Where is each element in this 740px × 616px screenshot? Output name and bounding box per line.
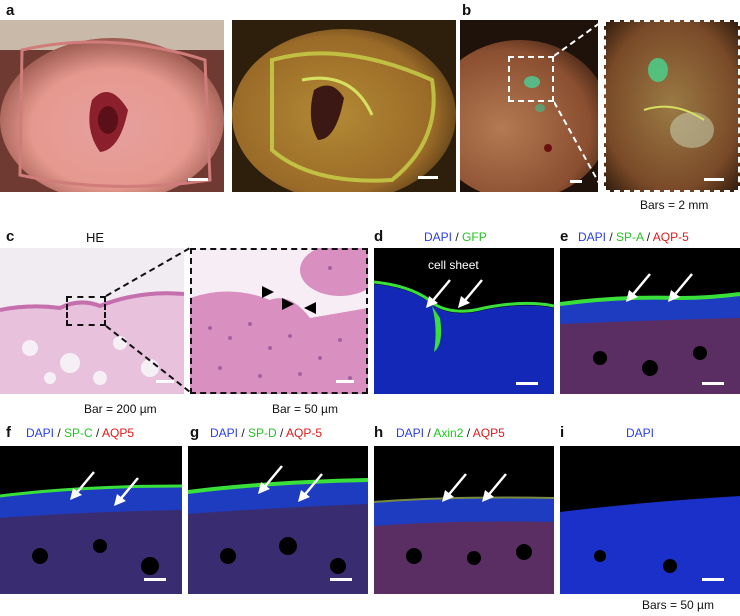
stain-segment: DAPI [396, 426, 425, 440]
scale-bar [156, 380, 174, 383]
arrow-icon [258, 465, 283, 494]
stain-label-e: DAPI / SP-A / AQP-5 [578, 230, 689, 244]
he-section-low [0, 248, 184, 394]
fluor-panel-i [560, 446, 740, 594]
stain-segment: AQP-5 [652, 230, 689, 244]
stain-label-i: DAPI [626, 426, 654, 440]
caption-bar-200: Bar = 200 µm [84, 402, 157, 416]
panel-label-i: i [560, 424, 565, 441]
stain-segment: / [606, 230, 617, 244]
arrow-icon [458, 279, 483, 308]
stain-segment: / [54, 426, 65, 440]
stain-segment: SP-C [64, 426, 93, 440]
arrow-icon [442, 473, 467, 502]
panel-label-c: c [6, 228, 15, 245]
stain-segment: DAPI [210, 426, 239, 440]
photo-b-right [604, 20, 740, 192]
arrow-icon [298, 473, 323, 502]
stain-segment: / [643, 230, 653, 244]
scale-bar [418, 176, 438, 179]
fluor-panel-g [188, 446, 368, 594]
cell-sheet-label: cell sheet [428, 258, 479, 272]
fluor-panel-f [0, 446, 182, 594]
stain-segment: / [424, 426, 434, 440]
stain-segment: / [92, 426, 103, 440]
scale-bar [704, 178, 724, 181]
fluor-panel-e [560, 248, 740, 394]
stain-segment: / [238, 426, 249, 440]
he-section-high [190, 248, 368, 394]
panel-label-g: g [190, 424, 200, 441]
stain-segment: GFP [462, 230, 487, 244]
scale-bar [516, 382, 538, 385]
panel-label-e: e [560, 228, 569, 245]
panel-label-h: h [374, 424, 384, 441]
stain-label-h: DAPI / Axin2 / AQP5 [396, 426, 505, 440]
photo-b-left [460, 20, 598, 192]
arrow-icon [426, 279, 451, 308]
panel-label-f: f [6, 424, 11, 441]
zoom-region-box [508, 56, 554, 102]
zoom-region-box [66, 296, 106, 326]
stain-label-d: DAPI / GFP [424, 230, 487, 244]
photo-a-right [232, 20, 456, 192]
zoom-frame-c [190, 248, 368, 394]
zoom-frame-b [604, 20, 740, 192]
scale-bar [336, 380, 354, 383]
zoom-connector-b [554, 20, 605, 192]
stain-segment: / [452, 230, 463, 244]
caption-he: HE [86, 230, 105, 245]
stain-segment: DAPI [26, 426, 55, 440]
arrow-icon [70, 471, 95, 500]
scale-bar [570, 180, 582, 183]
caption-bars-50: Bars = 50 µm [642, 598, 714, 612]
panel-label-a: a [6, 2, 15, 19]
zoom-connector-c [105, 247, 191, 393]
photo-a-left [0, 20, 224, 192]
stain-segment: DAPI [626, 426, 655, 440]
scale-bar [702, 382, 724, 385]
fluor-panel-h [374, 446, 554, 594]
scale-bar [330, 578, 352, 581]
panel-label-d: d [374, 228, 384, 245]
stain-segment: / [463, 426, 473, 440]
stain-segment: AQP5 [102, 426, 135, 440]
fluor-panel-d: cell sheet [374, 248, 554, 394]
scale-bar [702, 578, 724, 581]
stain-segment: AQP-5 [286, 426, 323, 440]
stain-segment: / [276, 426, 287, 440]
caption-bars-mm: Bars = 2 mm [640, 198, 709, 212]
caption-bar-50: Bar = 50 µm [272, 402, 338, 416]
stain-segment: Axin2 [433, 426, 464, 440]
scale-bar [144, 578, 166, 581]
stain-segment: AQP5 [472, 426, 505, 440]
arrow-icon [114, 477, 139, 506]
scale-bar [188, 178, 208, 181]
stain-segment: DAPI [578, 230, 607, 244]
stain-label-g: DAPI / SP-D / AQP-5 [210, 426, 322, 440]
arrow-icon [668, 273, 693, 302]
stain-label-f: DAPI / SP-C / AQP5 [26, 426, 134, 440]
stain-segment: SP-A [616, 230, 644, 244]
stain-segment: SP-D [248, 426, 277, 440]
arrow-icon [482, 473, 507, 502]
panel-label-b: b [462, 2, 472, 19]
arrow-icon [626, 273, 651, 302]
stain-segment: DAPI [424, 230, 453, 244]
